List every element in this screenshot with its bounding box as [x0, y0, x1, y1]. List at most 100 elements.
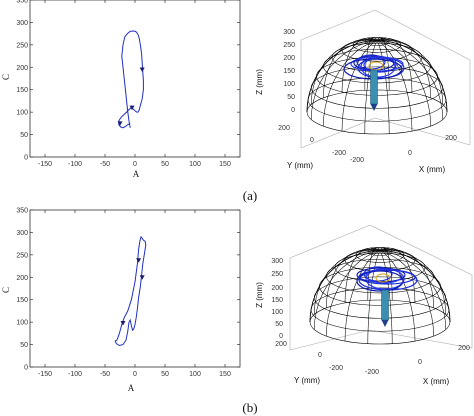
trajectory-loop	[363, 57, 397, 73]
x-tick-label: 50	[161, 161, 169, 168]
z-tick-label: 250	[271, 271, 283, 278]
x-tick-label: 200	[458, 345, 470, 352]
x-tick-label: 0	[133, 161, 137, 168]
plot-b-3d-zlabel: Z (mm)	[255, 282, 264, 308]
x-tick-label: -100	[68, 161, 82, 168]
z-tick-label: 150	[283, 68, 295, 75]
plot-b-2d-trajectory	[114, 235, 147, 347]
direction-arrow	[129, 105, 135, 111]
z-tick-label: 300	[283, 29, 295, 36]
x-tick-label: -50	[100, 371, 110, 378]
meridian	[364, 37, 378, 91]
meridian	[344, 247, 381, 303]
direction-arrow	[139, 67, 145, 73]
plot-b-3d-trajectory	[356, 266, 418, 292]
z-tick-label: 250	[283, 42, 295, 49]
meridian	[376, 37, 413, 93]
z-tick-label: 200	[283, 55, 295, 62]
plot-a-3d-trajectory	[343, 54, 405, 80]
y-tick-label: 150	[16, 87, 28, 94]
meridian	[326, 249, 381, 308]
y-tick-label: 200	[275, 341, 287, 348]
direction-arrow	[139, 275, 145, 280]
y-tick-label: -200	[332, 150, 346, 157]
x-tick-label: -100	[68, 371, 82, 378]
plot-a-3d-ylabel: Y (mm)	[287, 161, 313, 170]
y-tick-label: 150	[16, 297, 28, 304]
meridian	[379, 250, 393, 344]
meridian	[310, 40, 378, 120]
y-tick-label: 50	[20, 342, 28, 349]
plot-b-3d-dome	[309, 247, 451, 345]
plot-a-3d-xlabel: X (mm)	[419, 165, 446, 174]
plot-a-2d-ticks: -150 -100 -50 0 50 100 150 0 50 100 150 200 250 300 35…	[16, 0, 240, 168]
meridian	[326, 250, 381, 337]
probe-shaft	[381, 289, 389, 321]
plot-b-3d-probe	[381, 289, 389, 327]
y-tick-label: 300	[16, 20, 28, 27]
meridian	[376, 40, 444, 120]
y-tick-label: 300	[16, 230, 28, 237]
x-tick-label: 150	[219, 371, 231, 378]
plot-b-2d-ylabel: C	[1, 287, 11, 293]
plot-a-2d-trajectory	[118, 30, 144, 129]
plot-b-2d: -150 -100 -50 0 50 100 150 0 50 100 150 200 250 300 35…	[1, 208, 241, 393]
caption-b: (b)	[242, 400, 257, 415]
x-tick-label: 0	[418, 359, 422, 366]
x-tick-label: -150	[38, 371, 52, 378]
y-tick-label: 50	[20, 132, 28, 139]
y-tick-label: 350	[16, 208, 28, 215]
plot-a-3d-probe	[370, 69, 378, 111]
x-tick-label: 100	[189, 371, 201, 378]
trajectory-loop	[356, 270, 404, 292]
y-tick-label: 350	[16, 0, 28, 5]
plot-b-3d-xlabel: X (mm)	[423, 377, 450, 386]
meridian	[323, 39, 378, 98]
caption-a: (a)	[243, 188, 257, 203]
meridian	[379, 250, 451, 323]
x-tick-label: 200	[445, 135, 457, 142]
plot-b-2d-markers	[120, 258, 145, 326]
meridian	[367, 250, 381, 344]
y-tick-label: 200	[16, 65, 28, 72]
plot-a-2d-frame	[29, 0, 241, 158]
direction-arrow	[117, 121, 123, 126]
x-tick-label: -200	[365, 369, 379, 376]
x-tick-label: 100	[189, 161, 201, 168]
meridian	[323, 40, 378, 127]
y-tick-label: 0	[24, 155, 28, 162]
z-tick-label: 0	[291, 107, 295, 114]
x-tick-label: -150	[38, 161, 52, 168]
z-tick-label: 50	[275, 321, 283, 328]
trajectory-loop	[358, 269, 416, 285]
plot-b-2d-xlabel: A	[128, 383, 135, 393]
meridian	[376, 39, 444, 105]
probe-tip	[370, 104, 378, 111]
direction-arrow	[136, 258, 142, 263]
x-tick-label: 0	[408, 150, 412, 157]
z-tick-label: 0	[279, 333, 283, 340]
trajectory-loop	[343, 58, 403, 80]
plot-b-2d-ticks: -150 -100 -50 0 50 100 150 0 50 100 150 200 250 300 35…	[16, 208, 240, 378]
plot-a-3d: 0 50 100 150 200 250 300 200 0 -200 -200 0 200 Z (mm…	[255, 9, 471, 174]
meridian	[376, 39, 431, 98]
meridian	[310, 39, 378, 105]
trajectory-center-ring	[375, 273, 391, 283]
meridian	[376, 40, 448, 113]
meridian	[379, 250, 434, 337]
meridian	[313, 250, 381, 330]
meridian	[376, 40, 431, 127]
plot-a-3d-zlabel: Z (mm)	[255, 69, 264, 95]
y-tick-label: 0	[310, 137, 314, 144]
direction-arrow	[120, 321, 126, 326]
y-tick-label: 200	[278, 125, 290, 132]
probe-shaft	[370, 69, 378, 105]
probe-tip	[381, 320, 389, 327]
z-tick-label: 100	[271, 309, 283, 316]
meridian	[379, 249, 447, 315]
meridian	[313, 249, 381, 315]
z-tick-label: 50	[287, 94, 295, 101]
y-tick-label: 250	[16, 252, 28, 259]
x-tick-label: -50	[100, 161, 110, 168]
